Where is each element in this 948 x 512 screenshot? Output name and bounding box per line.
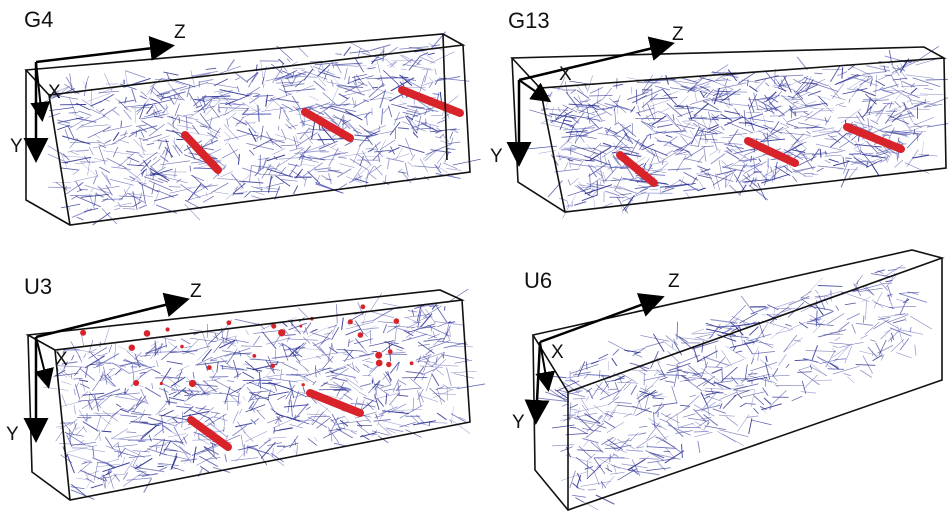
fiber-cloud: [45, 31, 481, 226]
red-rods: [616, 123, 905, 187]
axis-label-z: Z: [672, 24, 684, 45]
fiber-cloud: [537, 264, 932, 510]
axis-label-y: Y: [512, 412, 525, 433]
axis-label-y: Y: [10, 136, 23, 157]
red-particle: [301, 383, 305, 387]
red-particle: [278, 329, 286, 337]
red-rods: [187, 389, 364, 451]
red-particle: [299, 324, 303, 328]
red-particle: [180, 344, 184, 349]
axis-label-z: Z: [174, 22, 186, 43]
red-rod: [181, 131, 222, 174]
axis-label-x: X: [551, 342, 564, 363]
axis-label-x: X: [559, 64, 572, 85]
red-particle: [133, 380, 140, 386]
red-particle: [80, 329, 87, 336]
red-particle: [375, 351, 383, 359]
red-particle: [357, 332, 364, 338]
red-particle: [206, 365, 212, 370]
panel-g13: Z X Y G13: [490, 8, 948, 219]
red-particle: [409, 361, 414, 366]
axis-label-z: Z: [668, 271, 680, 292]
panel-title: G13: [508, 8, 550, 33]
axis-label-y: Y: [490, 146, 503, 167]
panel-title: U6: [524, 268, 552, 293]
axes-triad: Z X Y: [512, 271, 680, 433]
fiber-cloud: [42, 288, 486, 500]
red-particle: [386, 361, 392, 368]
axis-label-y: Y: [6, 424, 19, 445]
red-particle: [252, 354, 257, 358]
axes-triad: Z X Y: [10, 22, 186, 163]
axis-label-x: X: [55, 349, 68, 370]
red-particle: [271, 323, 277, 329]
axis-label-z: Z: [190, 281, 202, 302]
axes-triad: Z X Y: [490, 24, 684, 167]
red-rod: [187, 416, 232, 451]
axes-triad: Z X Y: [6, 281, 202, 445]
panel-title: U3: [24, 274, 52, 299]
red-particle: [387, 349, 393, 355]
red-particle: [270, 363, 276, 369]
red-rod: [744, 137, 799, 167]
red-particle: [360, 304, 366, 310]
red-particle: [159, 381, 163, 386]
red-particles: [80, 304, 414, 388]
red-particle: [128, 344, 135, 351]
axis-label-x: X: [48, 82, 61, 103]
red-particle: [188, 379, 197, 388]
red-rods: [181, 86, 464, 174]
red-particle: [143, 330, 151, 337]
red-particle: [375, 359, 383, 367]
red-rod: [398, 86, 464, 117]
panel-title: G4: [24, 7, 53, 32]
red-rod: [843, 123, 905, 153]
red-rod: [301, 108, 354, 142]
panel-u6: Z X Y U6: [512, 249, 945, 511]
red-particle: [393, 318, 400, 324]
panel-g4: Z X Y G4: [10, 7, 481, 226]
red-rod: [306, 389, 364, 417]
panel-u3: Z X Y U3: [6, 274, 486, 501]
red-particle: [165, 327, 170, 332]
red-particle: [347, 319, 353, 325]
bounding-box: [531, 249, 945, 511]
red-particle: [226, 320, 232, 326]
red-rod: [616, 151, 658, 187]
